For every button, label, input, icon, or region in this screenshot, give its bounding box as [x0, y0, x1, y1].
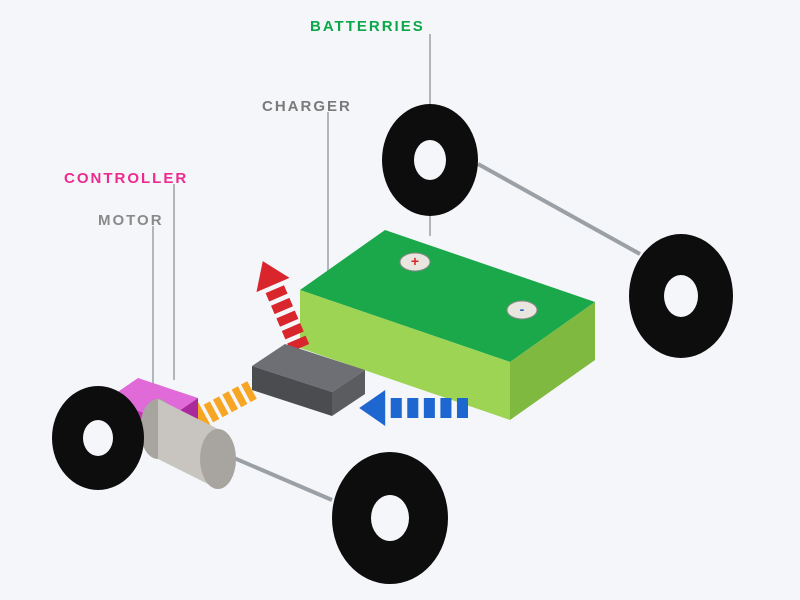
- label-controller: Controller: [64, 170, 188, 187]
- svg-text:-: -: [520, 301, 525, 317]
- svg-text:+: +: [411, 253, 419, 269]
- label-charger: Charger: [262, 98, 352, 115]
- label-motor: Motor: [98, 212, 164, 229]
- label-batteries: Batterries: [310, 18, 425, 35]
- ev-diagram: +-: [0, 0, 800, 600]
